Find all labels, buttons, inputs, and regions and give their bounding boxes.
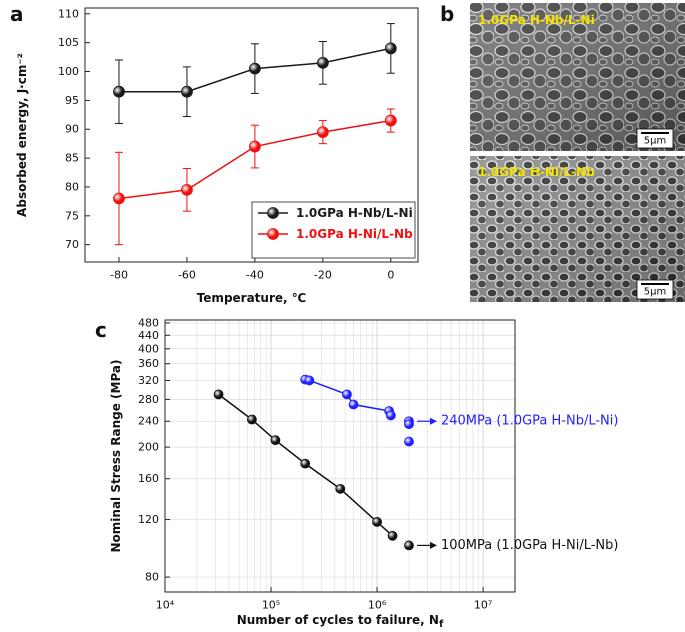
x-tick-label: -20 bbox=[314, 269, 332, 282]
annotation: 240MPa (1.0GPa H-Nb/L-Ni) bbox=[441, 414, 619, 429]
x-tick-label: 10⁴ bbox=[156, 599, 175, 612]
marker bbox=[213, 389, 224, 400]
x-axis-label: Number of cycles to failure, Nf bbox=[237, 613, 444, 630]
x-axis-label-main: Number of cycles to failure, N bbox=[237, 613, 439, 627]
legend-label: 1.0GPa H-Ni/L-Nb bbox=[296, 227, 413, 241]
x-tick-label: -80 bbox=[110, 269, 128, 282]
marker bbox=[385, 410, 396, 421]
legend-marker bbox=[267, 207, 279, 219]
marker bbox=[316, 56, 329, 69]
y-tick-label: 200 bbox=[138, 441, 159, 454]
panel-label: c bbox=[95, 318, 107, 342]
x-axis-label-subscript: f bbox=[439, 619, 444, 630]
plot-frame bbox=[164, 319, 516, 593]
y-tick-label: 95 bbox=[65, 94, 79, 107]
marker bbox=[384, 42, 397, 55]
y-tick-label: 100 bbox=[58, 65, 79, 78]
marker bbox=[348, 399, 359, 410]
y-tick-label: 70 bbox=[65, 238, 79, 251]
marker bbox=[384, 114, 397, 127]
marker bbox=[372, 517, 382, 527]
x-axis-label: Temperature, ℃ bbox=[197, 291, 307, 305]
marker bbox=[181, 183, 193, 196]
marker bbox=[387, 530, 398, 541]
y-tick-label: 120 bbox=[138, 513, 159, 526]
y-tick-label: 90 bbox=[65, 123, 79, 136]
y-tick-label: 320 bbox=[138, 374, 159, 387]
x-tick-label: 10⁶ bbox=[368, 599, 387, 612]
y-tick-label: 480 bbox=[138, 316, 159, 329]
scale-bar-label: 5μm bbox=[644, 136, 666, 147]
y-tick-label: 85 bbox=[65, 152, 79, 165]
annotation-arrowhead bbox=[429, 541, 437, 549]
y-tick-label: 80 bbox=[65, 180, 79, 193]
marker bbox=[335, 483, 346, 494]
plot-frame bbox=[84, 7, 419, 263]
marker bbox=[342, 389, 352, 400]
y-tick-label: 80 bbox=[145, 571, 159, 584]
y-axis-label: Absorbed energy, J·cm⁻² bbox=[15, 53, 29, 217]
y-axis-label: Nominal Stress Range (MPa) bbox=[109, 359, 123, 552]
annotation: 100MPa (1.0GPa H-Ni/L-Nb) bbox=[441, 538, 619, 553]
y-tick-label: 110 bbox=[58, 7, 79, 20]
marker bbox=[113, 192, 125, 205]
y-tick-label: 280 bbox=[138, 393, 159, 406]
image-caption: 1.0GPa H-Nb/L-Ni bbox=[478, 13, 595, 27]
y-tick-label: 440 bbox=[138, 329, 159, 342]
x-tick-label: 10⁷ bbox=[474, 599, 492, 612]
x-tick-label: -40 bbox=[246, 269, 264, 282]
y-tick-label: 400 bbox=[138, 342, 159, 355]
scale-bar-label: 5μm bbox=[644, 287, 666, 298]
marker bbox=[270, 435, 281, 446]
legend-marker bbox=[267, 228, 279, 240]
marker bbox=[246, 414, 257, 425]
annotation-arrowhead bbox=[429, 417, 437, 425]
x-tick-label: -60 bbox=[178, 269, 196, 282]
sem-shade bbox=[470, 3, 685, 151]
marker bbox=[404, 419, 414, 430]
y-tick-label: 160 bbox=[138, 472, 159, 485]
y-tick-label: 75 bbox=[65, 209, 79, 222]
x-tick-label: 10⁵ bbox=[262, 599, 280, 612]
marker bbox=[181, 85, 193, 98]
marker bbox=[404, 436, 414, 447]
marker bbox=[300, 458, 311, 469]
marker bbox=[316, 126, 329, 139]
legend-box bbox=[251, 201, 416, 259]
x-tick-label: 0 bbox=[387, 269, 394, 282]
sem-shade bbox=[470, 156, 685, 302]
marker bbox=[304, 375, 315, 386]
marker bbox=[248, 62, 261, 75]
y-tick-label: 105 bbox=[58, 36, 79, 49]
y-tick-label: 240 bbox=[138, 415, 159, 428]
marker bbox=[404, 540, 414, 551]
marker bbox=[248, 140, 261, 153]
marker bbox=[113, 85, 125, 98]
panel-label: b bbox=[440, 2, 454, 26]
image-caption: 1.0GPa H-Ni/L-Nb bbox=[478, 165, 595, 179]
y-tick-label: 360 bbox=[138, 357, 159, 370]
legend-label: 1.0GPa H-Nb/L-Ni bbox=[296, 206, 413, 220]
panel-label: a bbox=[10, 2, 24, 26]
